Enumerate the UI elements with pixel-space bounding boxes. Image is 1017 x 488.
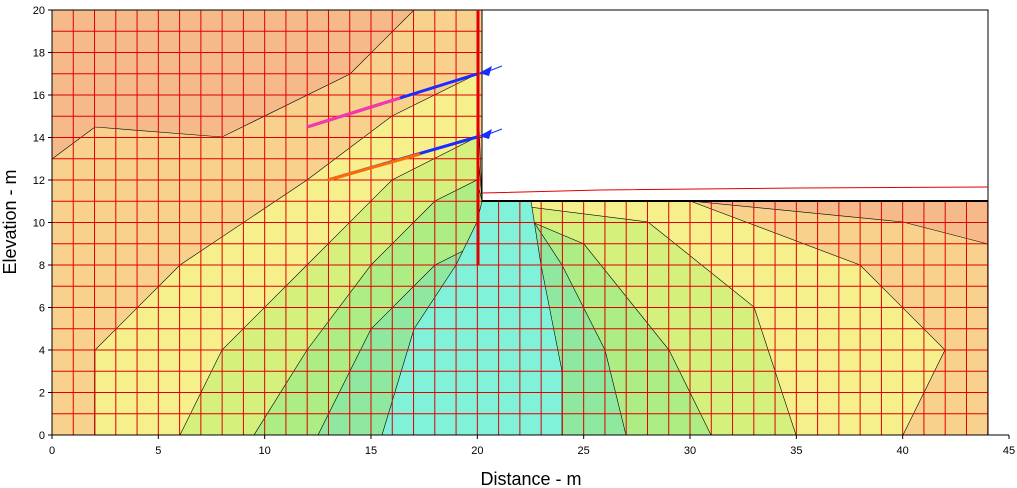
y-tick-label: 4 [39,345,45,357]
y-tick-label: 2 [39,388,45,400]
empty-region [481,9,989,202]
x-tick-label: 35 [790,445,802,457]
axes: 0 5 10 15 20 25 30 35 40 45 0 2 4 6 8 10 12 14 16 18 20 [33,5,1015,457]
anchor-head [479,66,492,76]
y-tick-label: 10 [33,218,45,230]
y-axis-title: Elevation - m [0,169,20,274]
anchor-lower-grout [327,152,421,182]
y-tick-label: 14 [33,133,45,145]
y-tick-label: 8 [39,260,45,272]
x-tick-label: 0 [49,445,55,457]
x-tick-label: 30 [684,445,696,457]
x-tick-label: 10 [259,445,271,457]
y-tick-label: 18 [33,48,45,60]
anchor-upper-grout [306,96,401,129]
x-tick-label: 40 [897,445,909,457]
anchor-load [488,65,503,72]
x-tick-label: 5 [155,445,161,457]
x-tick-label: 15 [365,445,377,457]
x-axis-title: Distance - m [480,469,581,488]
y-tick-label: 12 [33,175,45,187]
y-tick-label: 0 [39,430,45,442]
surface-mesh-line [481,186,989,194]
x-tick-label: 20 [471,445,483,457]
y-tick-label: 6 [39,303,45,315]
x-tick-label: 25 [578,445,590,457]
anchor-load [488,128,503,135]
anchor-head [479,129,492,139]
y-tick-label: 16 [33,90,45,102]
x-tick-label: 45 [1003,445,1015,457]
y-tick-label: 20 [33,5,45,17]
